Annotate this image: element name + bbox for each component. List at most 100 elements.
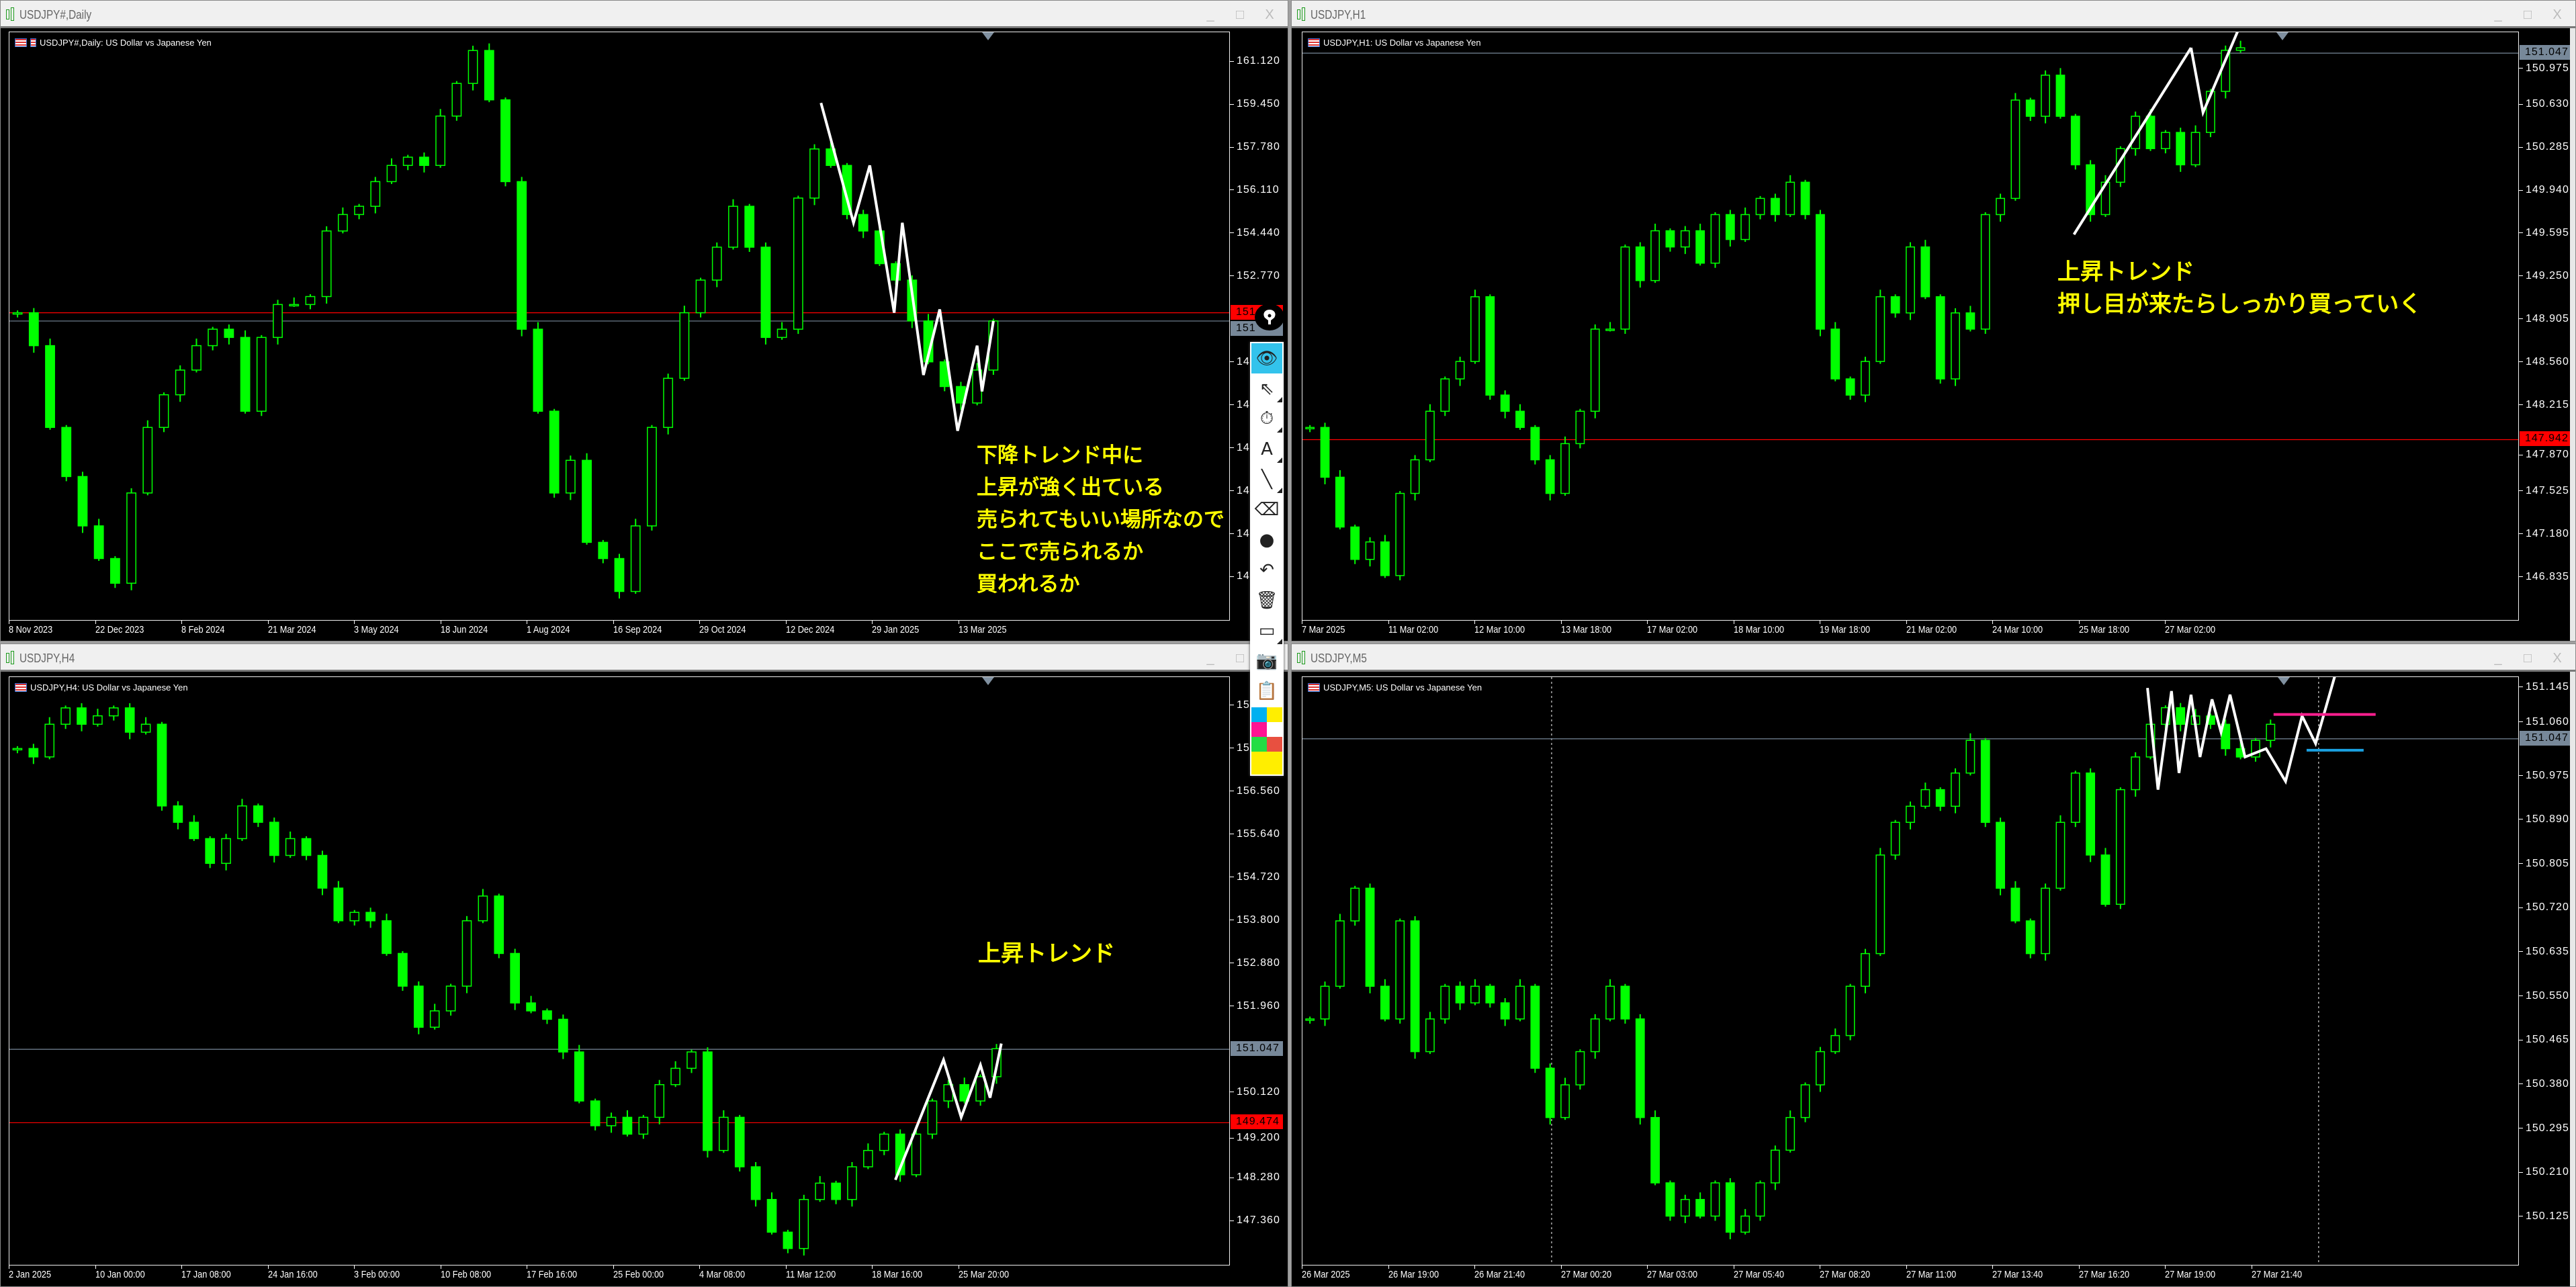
time-tick [95,620,96,624]
maximize-button[interactable]: □ [2523,7,2532,22]
chart-shift-marker[interactable] [2276,32,2289,40]
color-swatch[interactable] [1251,722,1267,737]
candle [2115,789,2125,905]
time-tick-label: 27 Mar 13:40 [1992,1269,2043,1280]
color-swatch[interactable] [1267,737,1282,752]
candle [2176,132,2186,166]
color-swatch[interactable] [1267,707,1282,722]
maximize-button[interactable]: □ [1235,7,1245,22]
candle [703,1051,713,1151]
candle [494,895,504,955]
time-tick-label: 12 Dec 2024 [785,624,834,635]
chart-plot-area[interactable]: USDJPY,H4: US Dollar vs Japanese Yen [9,676,1230,1266]
candle [2221,723,2231,750]
price-axis[interactable]: 150.975 150.630 150.285 149.940 149.595 149.2… [2519,1,2576,641]
maximize-button[interactable]: □ [2523,651,2532,666]
chart-window-h4[interactable]: USDJPY,H4 _□X USDJPY,H4: US Dollar vs Ja… [0,644,1288,1287]
chart-plot-area[interactable]: USDJPY#,Daily: US Dollar vs Japanese Yen [9,32,1230,621]
window-title: USDJPY,H1 [1311,8,1366,21]
chart-shift-marker[interactable] [2278,677,2290,685]
scrollbar[interactable] [2570,28,2575,641]
candle [847,1166,857,1200]
dot-tool-button[interactable]: ● [1251,525,1282,555]
color-swatch[interactable] [1251,752,1282,774]
window-titlebar[interactable]: USDJPY,H1 _ □ X [1292,1,2575,28]
minimize-button[interactable]: _ [2494,651,2502,666]
time-tick-label: 25 Mar 18:00 [2078,624,2129,635]
price-axis[interactable]: 151.145 151.060 150.975 150.890 150.805 150.7… [2519,644,2576,1286]
price-tick-label: 150.125 [2519,1210,2569,1223]
time-tick-label: 17 Jan 08:00 [181,1269,231,1280]
color-swatch[interactable] [1267,722,1282,737]
candle [1650,230,1660,281]
flag-icon [1308,683,1320,692]
chart-window-h1[interactable]: USDJPY,H1 _ □ X USDJPY,H1: US Dollar vs Ja… [1291,0,2576,641]
time-tick-label: 26 Mar 19:00 [1388,1269,1439,1280]
stopwatch-off-tool-button[interactable]: ⏱ [1251,404,1282,434]
window-titlebar[interactable]: USDJPY#,Daily _ □ X [1,1,1288,28]
candle [1920,246,1930,298]
candle [2055,75,2066,117]
pen-tool-button[interactable] [1255,304,1284,330]
minimize-button[interactable]: _ [2494,7,2502,22]
time-tick-label: 27 Mar 19:00 [2165,1269,2216,1280]
stopwatch-off-icon: ⏱ [1259,408,1274,429]
price-tick-label: 150.975 [2519,770,2569,782]
candle [1395,492,1405,576]
color-swatch[interactable] [1251,737,1267,752]
candle [1951,312,1960,380]
eye-tool-button[interactable]: 👁 [1251,343,1282,373]
color-swatch[interactable] [1251,707,1267,722]
eraser-tool-button[interactable]: ⌫ [1251,494,1282,525]
chart-plot-area[interactable]: USDJPY,M5: US Dollar vs Japanese Yen [1302,676,2519,1266]
candle [208,328,218,347]
chart-shift-marker[interactable] [982,677,994,685]
candle [109,558,120,584]
clipboard-tool-button[interactable]: 📋 [1251,676,1282,706]
candle [365,912,375,922]
scrollbar[interactable] [2570,672,2575,1286]
close-button[interactable]: X [1265,7,1274,22]
chart-window-daily[interactable]: USDJPY#,Daily _ □ X USDJPY#,Daily: US Doll… [0,0,1288,641]
minimize-button[interactable]: _ [1206,651,1214,666]
camera-tool-button[interactable]: 📷 [1251,646,1282,676]
chart-plot-area[interactable]: USDJPY,H1: US Dollar vs Japanese Yen [1302,32,2519,621]
chart-label: USDJPY,M5: US Dollar vs Japanese Yen [1308,682,1482,693]
candle [28,312,39,347]
candlestick-icon [6,651,15,666]
time-tick-label: 18 Mar 10:00 [1733,624,1784,635]
candle [975,1076,985,1102]
minimize-button[interactable]: _ [1206,7,1214,22]
candlestick-icon [1297,7,1306,22]
chart-shift-marker[interactable] [982,32,994,40]
undo-tool-button[interactable]: ↶ [1251,555,1282,585]
candle [1996,822,2005,889]
price-tick-label: 150.890 [2519,813,2569,826]
maximize-button[interactable]: □ [1235,651,1245,666]
window-titlebar[interactable]: USDJPY,H4 _□X [1,644,1288,672]
candle [1575,1051,1585,1085]
candle [321,230,332,298]
candle [793,197,803,330]
time-tick-label: 26 Mar 2025 [1302,1269,1350,1280]
close-button[interactable]: X [2552,651,2562,666]
candle [205,838,216,864]
candle [1980,214,1990,330]
price-tick-label: 147.525 [2519,485,2569,497]
cursor-arrow-tool-button[interactable]: ⇖ [1251,373,1282,404]
easel-tool-button[interactable]: ▭ [1251,615,1282,646]
close-button[interactable]: X [2552,7,2562,22]
window-titlebar[interactable]: USDJPY,M5 _ □ X [1292,644,2575,672]
candle [1590,1018,1600,1053]
text-tool-button[interactable]: A [1251,434,1282,464]
price-tick-label: 150.720 [2519,901,2569,914]
candle [2041,75,2051,117]
candle [445,985,456,1012]
line-tool-button[interactable]: ╲ [1251,464,1282,494]
time-tick-label: 12 Mar 10:00 [1474,624,1525,635]
trash-tool-button[interactable]: 🗑 [1251,585,1282,615]
time-tick-label: 11 Mar 02:00 [1388,624,1438,635]
price-tick-label: 147.870 [2519,449,2569,461]
chart-window-m5[interactable]: USDJPY,M5 _ □ X USDJPY,M5: US Dollar vs Ja… [1291,644,2576,1287]
time-tick-label: 27 Mar 03:00 [1647,1269,1698,1280]
